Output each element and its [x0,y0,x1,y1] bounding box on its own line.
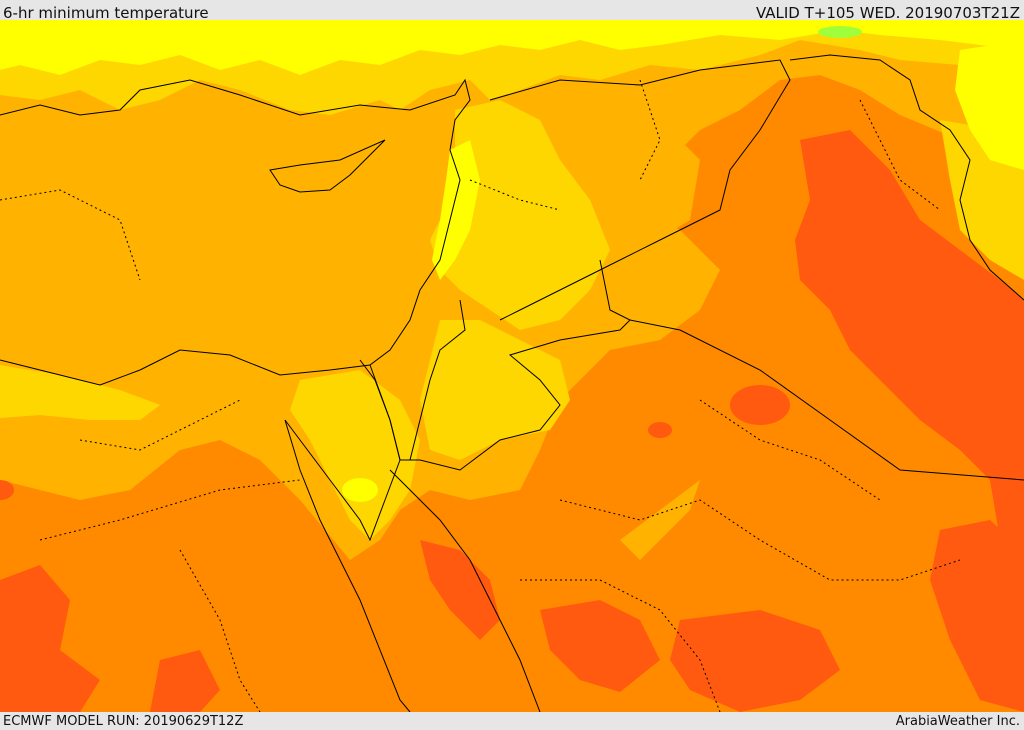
country-borders [369,54,1024,481]
field-hot-spot-3 [0,480,14,500]
footer-bar: ECMWF MODEL RUN: 20190629T12Z ArabiaWeat… [0,712,1024,729]
field-cool-streak [620,480,700,560]
field-coolest-sinai [342,478,378,502]
green-spot [818,26,862,38]
field-hot-spot-2 [648,422,672,438]
field-hot-east-saudi [930,520,1024,712]
map-title: 6-hr minimum temperature [3,4,209,22]
map-canvas [0,20,1024,712]
temperature-map[interactable] [0,20,1024,712]
province-borders [0,79,961,712]
field-coolest-ne [955,40,1024,170]
field-coolest-north [0,20,1024,75]
model-run-label: ECMWF MODEL RUN: 20190629T12Z [3,714,244,729]
field-hot-egypt-2 [150,650,220,712]
field-cool-egypt-coast [0,365,160,420]
field-hot-saudi-1 [540,600,660,692]
field-hot-saudi-2 [670,610,840,712]
header-bar: 6-hr minimum temperature VALID T+105 WED… [0,0,1024,22]
credit-label: ArabiaWeather Inc. [895,714,1020,729]
mediterranean-sea [0,80,460,385]
field-hot-redsea-coast [420,540,500,640]
valid-time-label: VALID T+105 WED. 20190703T21Z [755,4,1020,22]
field-cool-levant [430,100,610,330]
field-hot-spot-1 [730,385,790,425]
field-hot-egypt [0,565,100,712]
field-cool-jordan [420,320,570,460]
field-hot-iraq [795,130,1024,560]
field-mild-east [590,120,700,250]
